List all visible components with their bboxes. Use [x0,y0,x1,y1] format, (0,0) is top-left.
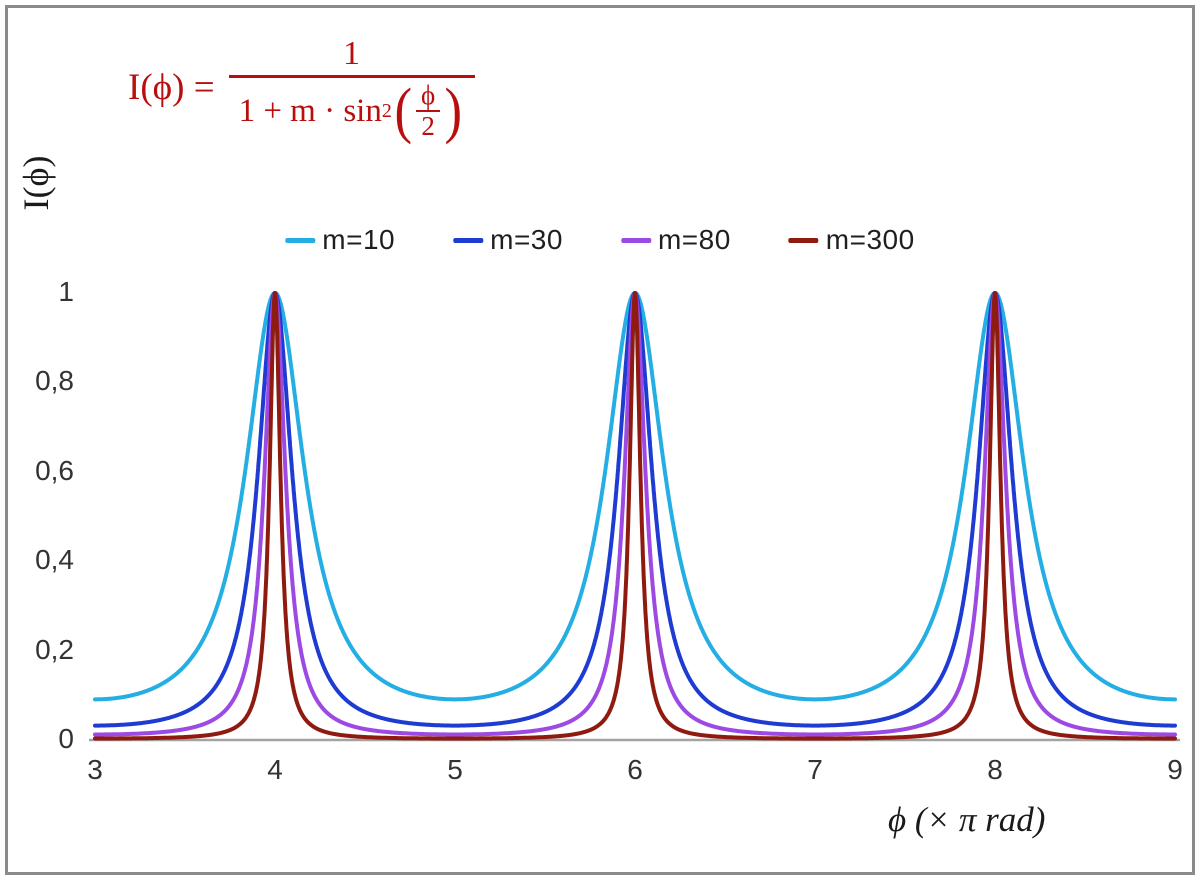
y-tick-label-0,2: 0,2 [35,633,74,665]
x-tick-label-3: 3 [87,754,103,785]
x-tick-label-5: 5 [447,754,463,785]
legend-label-m80: m=80 [657,224,731,255]
legend-item-m30: m=30 [453,224,563,256]
formula-denominator: 1 + m · sin 2 ( ϕ 2 ) [228,75,475,145]
legend-label-m10: m=10 [322,224,396,255]
x-tick-label-4: 4 [267,754,283,785]
formula-inner-numerator: ϕ [421,80,436,111]
x-tick-label-8: 8 [987,754,1003,785]
legend-item-m80: m=80 [620,224,731,256]
formula-inner-fraction: ϕ 2 [416,81,440,141]
legend: m=10 m=30 m=80 m=300 [285,224,914,256]
y-tick-label-0: 0 [58,723,74,754]
series-line-m80 [93,291,1177,737]
formula-open-paren: ( [394,76,412,145]
y-tick-labels: 0 0,2 0,4 0,6 0,8 1 [0,0,74,880]
legend-label-m30: m=30 [490,224,563,255]
formula-lhs: I(ϕ) = [128,66,215,108]
formula-inner-denominator: 2 [416,110,440,141]
x-tick-label-6: 6 [627,754,643,785]
y-tick-label-1: 1 [58,276,74,307]
y-tick-label-0,8: 0,8 [35,365,74,397]
y-tick-label-0,6: 0,6 [35,454,74,486]
x-axis-label: ϕ (× π rad) [888,800,1046,839]
legend-swatch-m10 [285,237,316,243]
formula-fraction: 1 1 + m · sin 2 ( ϕ 2 ) [228,34,475,145]
legend-item-m10: m=10 [285,224,395,256]
formula-annotation: I(ϕ) = 1 1 + m · sin 2 ( ϕ 2 ) [128,34,475,141]
legend-item-m300: m=300 [788,224,915,256]
legend-swatch-m80 [620,237,651,243]
formula-close-paren: ) [444,76,462,145]
x-tick-label-7: 7 [807,754,823,785]
formula-numerator: 1 [343,35,361,72]
series-line-m300 [93,291,1177,741]
legend-swatch-m30 [453,237,484,243]
series-line-m30 [93,291,1177,728]
legend-swatch-m300 [788,237,819,243]
formula-den-prefix: 1 + m · sin [238,92,382,129]
x-tick-labels: 3 4 5 6 7 8 9 [0,754,1200,790]
y-tick-label-0,4: 0,4 [35,544,74,576]
legend-label-m300: m=300 [825,224,915,255]
x-tick-label-9: 9 [1167,754,1183,785]
